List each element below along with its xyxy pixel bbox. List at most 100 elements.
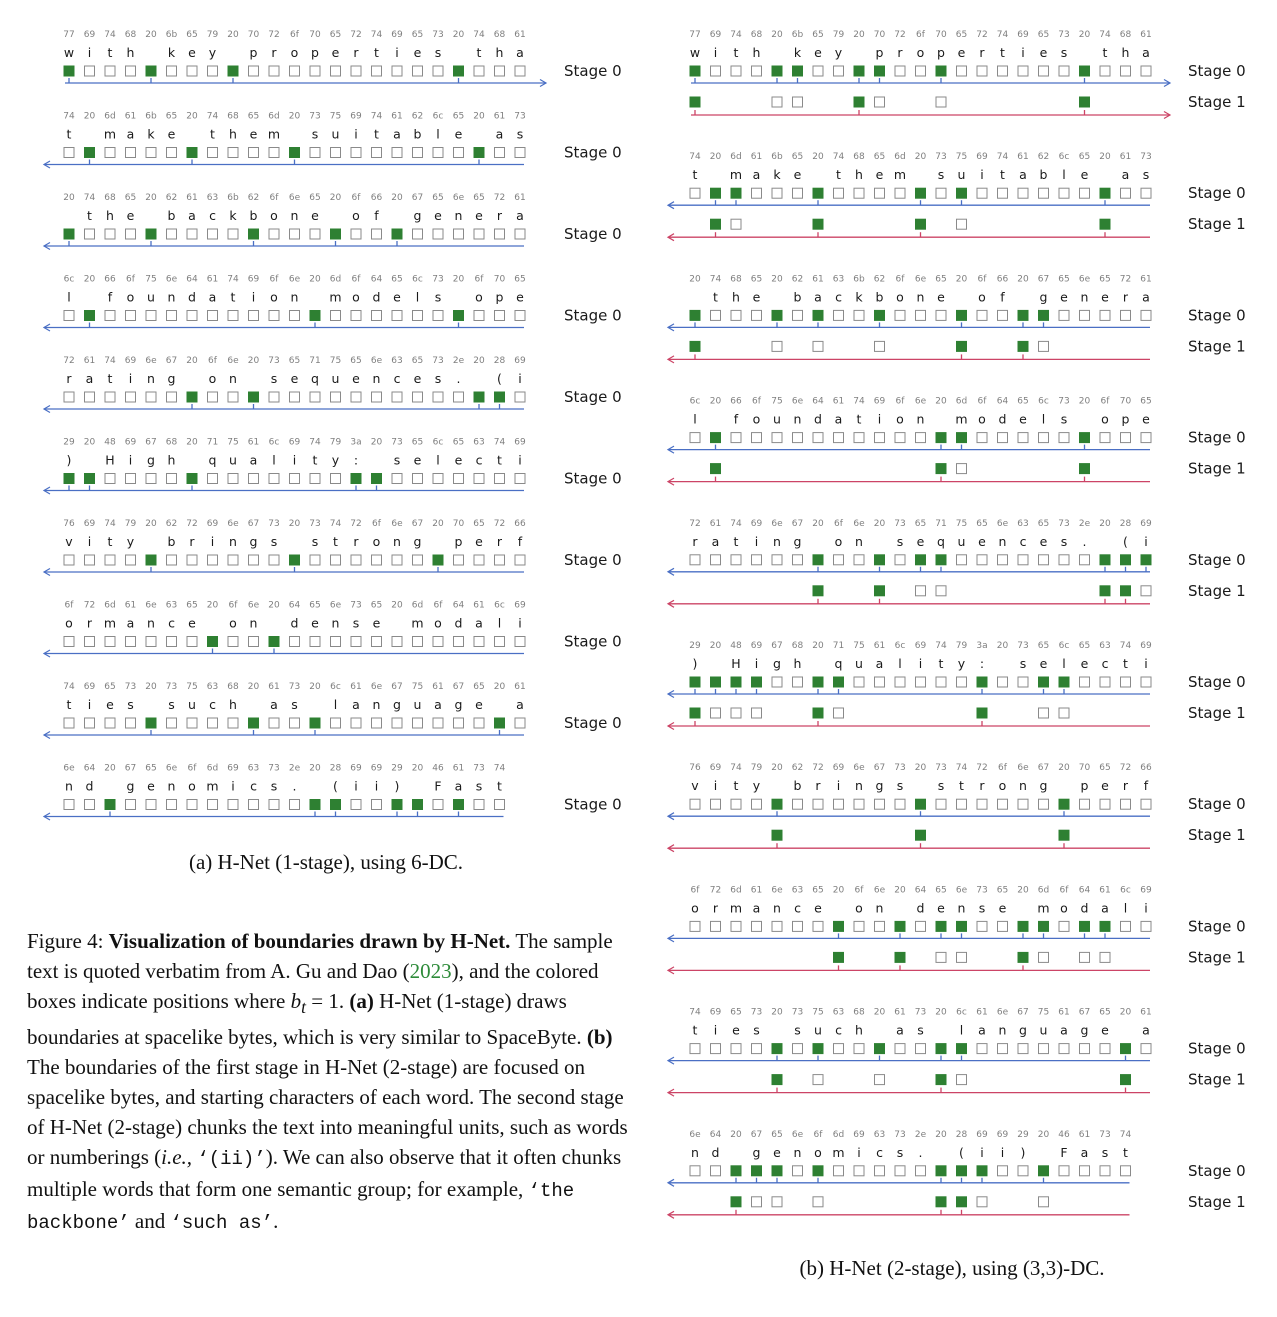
byte-box <box>309 636 321 647</box>
byte-char: n <box>855 778 863 793</box>
hex-code: 73 <box>268 519 279 529</box>
byte-char: o <box>291 45 299 60</box>
byte-char: r <box>353 534 359 549</box>
stage1-label: Stage 1 <box>1188 337 1246 355</box>
hex-code: 65 <box>289 356 300 366</box>
hex-code: 75 <box>186 682 197 692</box>
byte-box <box>976 920 988 932</box>
hex-code: 73 <box>268 764 279 774</box>
hex-code: 72 <box>812 763 823 773</box>
hex-code: 69 <box>227 764 239 774</box>
hex-code: 65 <box>104 682 115 692</box>
byte-char: H <box>731 656 740 671</box>
byte-box <box>1038 187 1049 199</box>
hex-code: 69 <box>514 356 526 366</box>
byte-char: e <box>106 697 114 712</box>
hex-code: 68 <box>125 30 137 40</box>
hex-code: 69 <box>874 397 886 407</box>
byte-char: t <box>1123 656 1128 671</box>
byte-box <box>104 228 116 240</box>
hex-code: 65 <box>976 519 987 529</box>
byte-char: n <box>917 412 925 427</box>
hex-code: 69 <box>514 601 526 611</box>
byte-char: m <box>206 779 218 794</box>
byte-box <box>166 147 177 158</box>
byte-box <box>792 309 803 321</box>
hex-code: 72 <box>494 519 505 529</box>
boundary-box <box>1017 920 1029 932</box>
hex-code: 63 <box>833 1008 844 1018</box>
stage1-box <box>874 340 885 352</box>
byte-box <box>453 717 464 729</box>
stage1-boundary-box <box>710 218 721 230</box>
byte-char: u <box>958 167 966 182</box>
hex-code: 72 <box>976 763 987 773</box>
byte-char: m <box>832 1145 844 1160</box>
hex-code: 75 <box>812 1008 823 1018</box>
boundary-box <box>1038 676 1049 688</box>
byte-box <box>1079 798 1090 810</box>
hex-code: 65 <box>453 438 464 448</box>
stage0-label: Stage 0 <box>564 307 622 325</box>
byte-char: e <box>455 453 463 468</box>
byte-box <box>84 554 95 566</box>
hex-code: 20 <box>997 641 1009 651</box>
byte-box <box>1099 65 1111 77</box>
byte-box <box>1079 676 1090 688</box>
byte-char: a <box>209 290 217 305</box>
hex-code: 65 <box>915 519 926 529</box>
byte-box <box>371 717 382 729</box>
hex-code: 69 <box>371 764 383 774</box>
hex-code: 73 <box>1140 152 1151 162</box>
byte-char: q <box>209 453 217 468</box>
hex-code: 70 <box>453 519 465 529</box>
citation-link[interactable]: 2023 <box>409 959 452 983</box>
hex-code: 2e <box>915 1130 927 1140</box>
hex-code: 65 <box>1038 641 1049 651</box>
byte-char: s <box>897 1145 904 1160</box>
boundary-box <box>1099 554 1111 566</box>
hex-code: 65 <box>1038 30 1049 40</box>
hex-code: 20 <box>730 1130 742 1140</box>
hex-code: 6e <box>915 397 927 407</box>
byte-char: l <box>1062 167 1065 182</box>
byte-char: e <box>1040 656 1048 671</box>
hex-code: 20 <box>453 30 465 40</box>
byte-char: s <box>435 45 442 60</box>
byte-box <box>309 228 321 240</box>
byte-box <box>84 636 95 647</box>
byte-box <box>1058 187 1070 199</box>
byte-char: n <box>794 1145 802 1160</box>
byte-char: s <box>271 371 278 386</box>
hex-code: 72 <box>710 885 721 895</box>
byte-char: o <box>352 208 360 223</box>
byte-box <box>166 391 177 403</box>
byte-char: d <box>814 412 822 427</box>
byte-box <box>689 432 701 444</box>
hex-code: 69 <box>391 30 403 40</box>
hex-code: 63 <box>166 601 177 611</box>
byte-char: e <box>414 371 422 386</box>
byte-char: i <box>1144 656 1147 671</box>
byte-box <box>166 473 177 484</box>
byte-box <box>710 554 721 566</box>
byte-char: . <box>293 779 297 794</box>
byte-char: g <box>147 453 155 468</box>
byte-box <box>894 1043 906 1055</box>
byte-char: s <box>312 534 319 549</box>
stage1-boundary-box <box>1120 1074 1131 1086</box>
byte-char: a <box>516 208 524 223</box>
byte-box <box>751 920 762 932</box>
hex-code: 20 <box>812 519 824 529</box>
hex-code: 67 <box>412 193 423 203</box>
hex-code: 67 <box>874 763 885 773</box>
byte-char: s <box>917 1023 924 1038</box>
byte-box <box>894 798 906 810</box>
stage0-label: Stage 0 <box>564 714 622 732</box>
byte-box <box>391 147 403 158</box>
code-such-as: ‘such as’ <box>170 1212 274 1235</box>
hex-code: 74 <box>730 30 742 40</box>
byte-char: m <box>329 290 341 305</box>
byte-box <box>1038 65 1049 77</box>
byte-char: t <box>1103 45 1108 60</box>
